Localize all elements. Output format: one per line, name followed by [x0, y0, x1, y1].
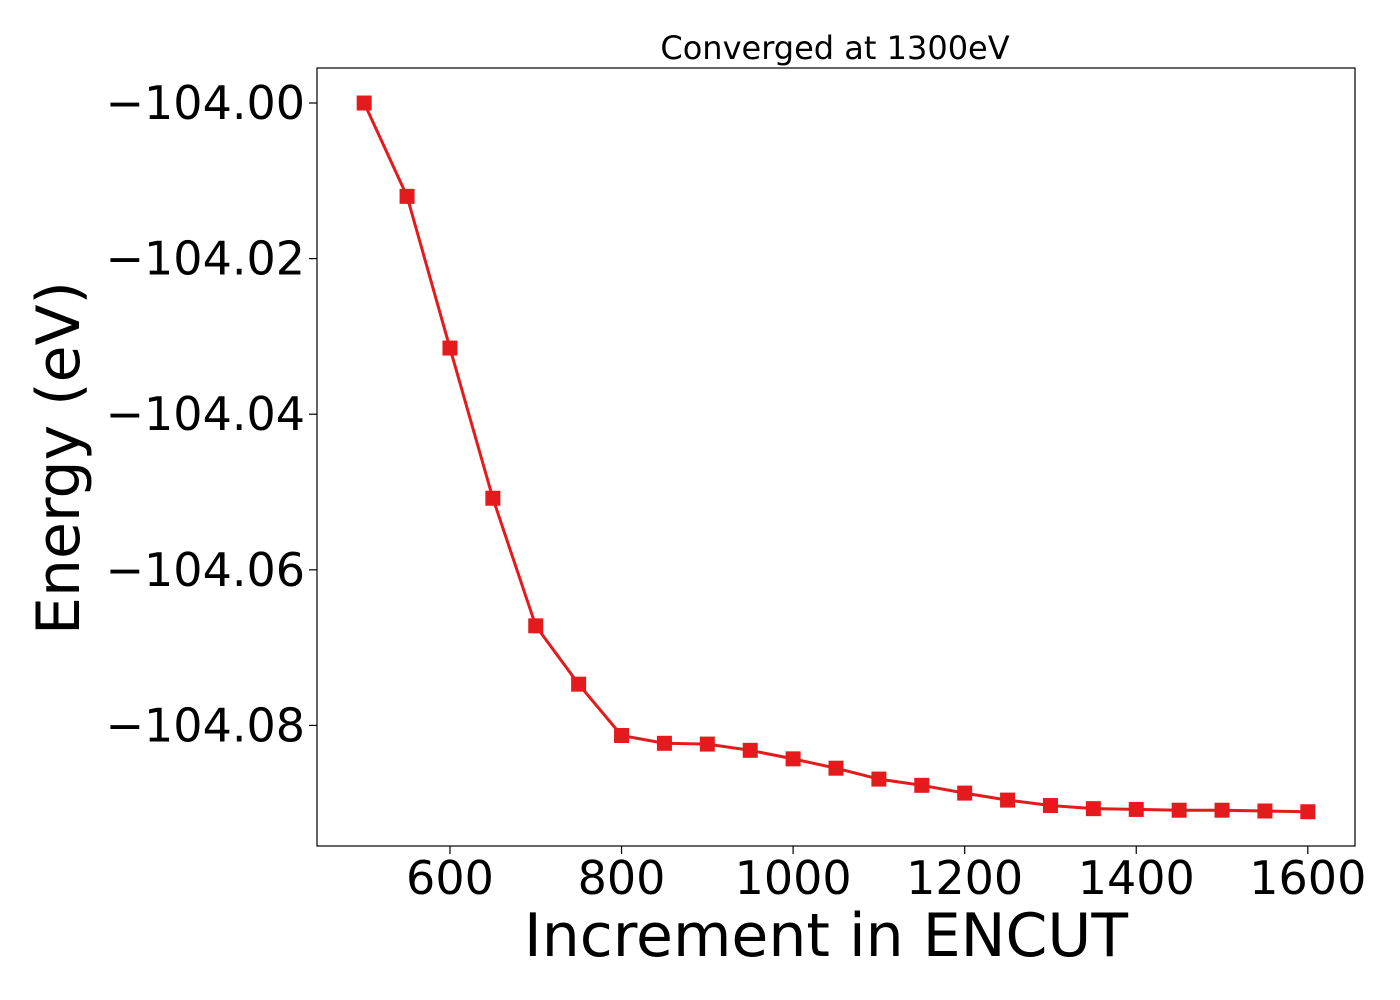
y-tick-label: −104.02: [106, 232, 306, 286]
y-tick-label: −104.00: [106, 76, 306, 130]
y-tick-label: −104.04: [106, 387, 306, 441]
data-point-marker: [1257, 803, 1273, 819]
x-tick-label: 600: [406, 851, 494, 905]
plot-area: [316, 67, 1356, 847]
data-point-marker: [957, 785, 973, 801]
x-tick-label: 1400: [1078, 851, 1195, 905]
data-point-marker: [1214, 802, 1230, 818]
y-axis-label: Energy (eV): [24, 281, 94, 635]
data-point-marker: [485, 490, 501, 506]
y-axis-ticks: −104.00 −104.02 −104.04 −104.06 −104.08: [106, 76, 317, 752]
data-point-marker: [1085, 801, 1101, 817]
data-point-marker: [614, 728, 630, 744]
y-tick-label: −104.06: [106, 543, 306, 597]
data-point-marker: [571, 676, 587, 692]
y-tick-label: −104.08: [106, 698, 306, 752]
x-tick-label: 1200: [906, 851, 1023, 905]
x-axis-label: Increment in ENCUT: [524, 901, 1128, 971]
data-point-marker: [828, 760, 844, 776]
data-point-marker: [1171, 802, 1187, 818]
data-point-marker: [871, 771, 887, 787]
data-point-marker: [528, 618, 544, 634]
data-point-marker: [914, 777, 930, 793]
data-point-marker: [356, 95, 372, 111]
data-point-marker: [699, 736, 715, 752]
data-point-marker: [442, 340, 458, 356]
data-point-marker: [742, 742, 758, 758]
data-point-marker: [785, 751, 801, 767]
chart-title: Converged at 1300eV: [660, 29, 1009, 67]
data-point-marker: [1000, 792, 1016, 808]
plot-frame: [316, 67, 1356, 847]
x-axis-ticks: 600 800 1000 1200 1400 1600: [406, 846, 1366, 905]
data-point-marker: [656, 735, 672, 751]
data-point-marker: [399, 188, 415, 204]
x-tick-label: 800: [578, 851, 666, 905]
data-point-marker: [1300, 804, 1316, 820]
data-point-marker: [1128, 801, 1144, 817]
data-point-marker: [1042, 798, 1058, 814]
x-tick-label: 1600: [1249, 851, 1366, 905]
x-tick-label: 1000: [735, 851, 852, 905]
